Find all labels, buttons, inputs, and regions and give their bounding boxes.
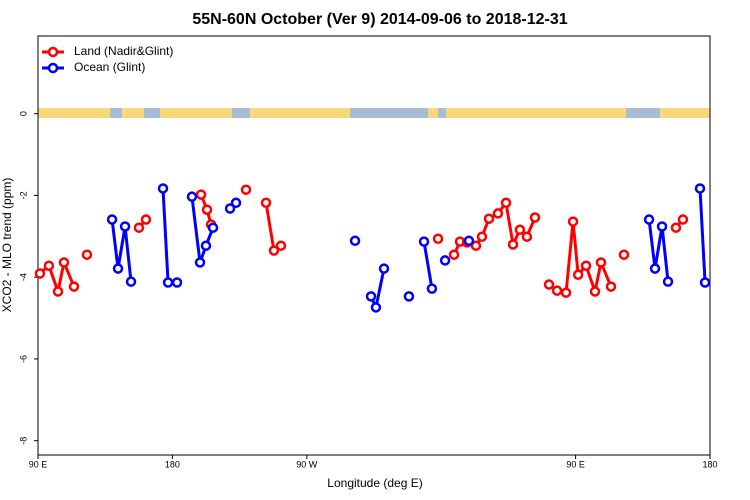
point (567, 216, 579, 227)
point (426, 283, 438, 294)
point (403, 291, 415, 302)
point (656, 221, 668, 232)
point (224, 203, 236, 214)
point (370, 302, 382, 313)
point (58, 257, 70, 268)
map-land (38, 108, 110, 118)
map-ocean (38, 108, 710, 118)
plot-frame (37, 35, 711, 456)
map-land (122, 108, 144, 118)
x-tick-label: 90 E (29, 459, 48, 469)
point (492, 208, 504, 219)
x-tick-label: 90 W (296, 459, 318, 469)
y-tick-label: 0 (18, 111, 28, 116)
x-tick-label: 180 (702, 459, 717, 469)
y-tick-label: -8 (18, 437, 28, 445)
point (133, 222, 145, 233)
point (230, 197, 242, 209)
y-tick-label: -2 (18, 191, 28, 199)
point (699, 277, 711, 288)
point (580, 260, 592, 271)
point (589, 286, 601, 297)
x-axis-label: Longitude (deg E) (327, 476, 422, 490)
point (507, 239, 519, 250)
point (529, 212, 541, 223)
point (439, 255, 451, 266)
point (670, 222, 682, 233)
map-strip (38, 108, 710, 118)
y-axis-label: XCO2 - MLO trend (ppm) (0, 178, 14, 313)
point (240, 184, 252, 195)
point (140, 214, 152, 225)
point (207, 222, 219, 233)
point (171, 277, 183, 288)
point (378, 263, 390, 274)
point (595, 257, 607, 268)
point (162, 277, 174, 288)
point (483, 213, 495, 224)
point (463, 235, 475, 247)
point (119, 221, 131, 232)
point (514, 224, 526, 236)
point (186, 191, 198, 202)
map-land (160, 108, 232, 118)
x-tick-label: 90 E (566, 459, 585, 469)
point (200, 240, 212, 251)
point (349, 235, 361, 247)
point (543, 279, 555, 290)
point (649, 263, 661, 274)
map-land (250, 108, 350, 118)
point (432, 233, 444, 245)
point (618, 249, 630, 260)
point (643, 214, 655, 225)
x-tick-label: 180 (165, 459, 180, 469)
point (201, 204, 213, 215)
legend-marker (47, 46, 59, 58)
chart-title: 55N-60N October (Ver 9) 2014-09-06 to 20… (192, 11, 567, 28)
point (68, 281, 80, 292)
point (572, 269, 584, 280)
legend-marker (47, 62, 59, 74)
point (560, 287, 572, 298)
point (662, 276, 674, 287)
map-land (660, 108, 710, 118)
point (157, 183, 169, 194)
point (470, 240, 482, 251)
point (34, 268, 46, 279)
y-tick-label: -4 (18, 273, 28, 281)
point (106, 214, 118, 225)
legend-text: Land (Nadir&Glint) (74, 44, 173, 58)
series-line (110, 188, 707, 313)
point (476, 231, 488, 242)
point (694, 183, 706, 194)
point (500, 197, 512, 209)
map-land (446, 108, 626, 118)
point (605, 281, 617, 292)
point (275, 240, 287, 251)
point (521, 231, 533, 242)
point (448, 249, 460, 260)
point (195, 189, 207, 200)
legend-text: Ocean (Glint) (74, 60, 145, 74)
point (194, 257, 206, 268)
point (81, 249, 93, 260)
point (112, 263, 124, 274)
point (268, 245, 280, 256)
point (125, 276, 137, 287)
point (551, 285, 563, 296)
point (677, 214, 689, 225)
point (43, 260, 55, 271)
map-land (428, 108, 438, 118)
point (365, 291, 377, 302)
point (418, 236, 430, 247)
y-tick-label: -6 (18, 355, 28, 363)
series-line (38, 194, 685, 298)
point (260, 197, 272, 209)
point (52, 286, 64, 297)
